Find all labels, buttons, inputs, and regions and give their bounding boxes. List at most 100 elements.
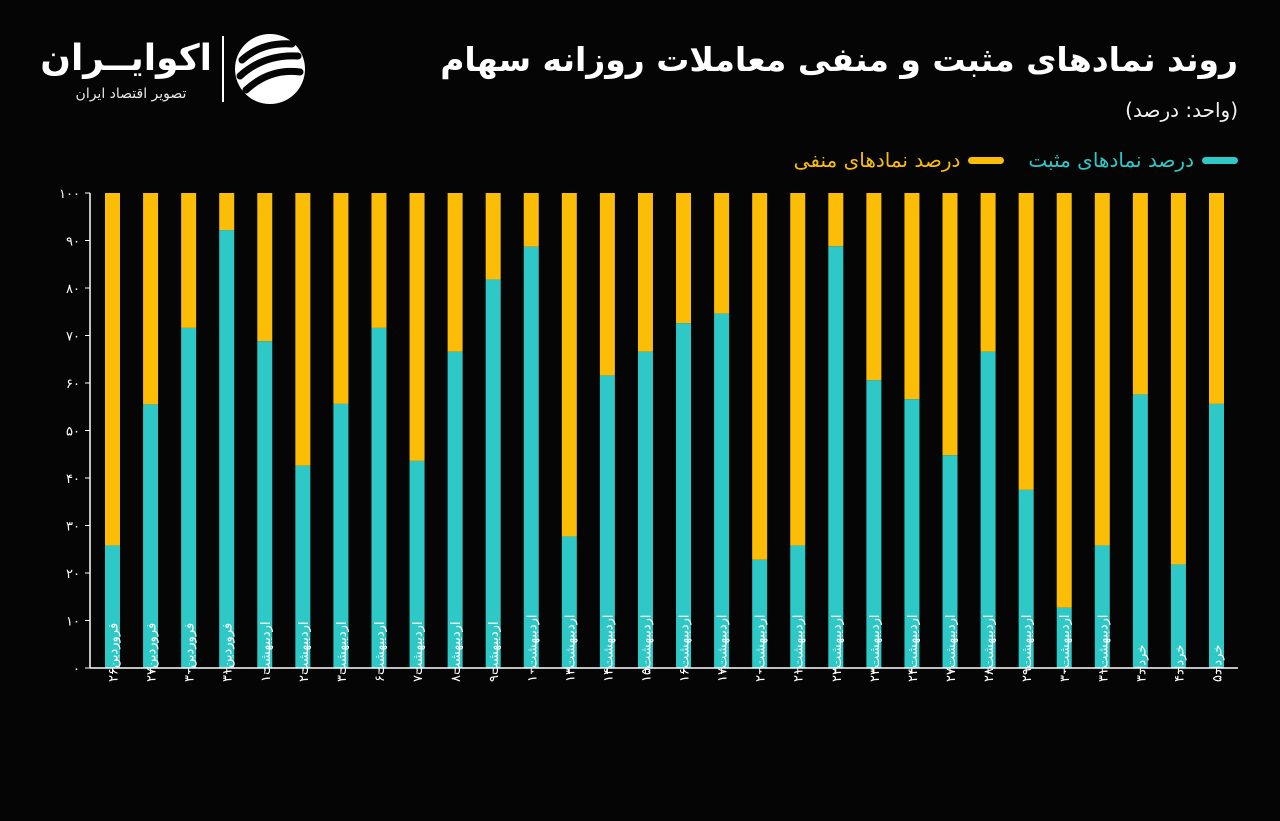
legend-swatch-negative bbox=[968, 156, 1005, 164]
x-tick-label-9: اردیبهشت۸ bbox=[449, 621, 464, 682]
x-tick-label-16: اردیبهشت۱۷ bbox=[716, 614, 731, 682]
x-tick-label-12: اردیبهشت۱۳ bbox=[563, 614, 578, 682]
bar-positive-17 bbox=[752, 559, 768, 668]
bar-negative-7 bbox=[371, 193, 387, 328]
x-tick-label-15: اردیبهشت۱۶ bbox=[678, 614, 693, 682]
x-tick-label-4: اردیبهشت۱ bbox=[259, 621, 274, 682]
logo: اکوایــران تصویر اقتصاد ایران bbox=[40, 30, 310, 110]
x-tick-label-22: اردیبهشت۲۷ bbox=[944, 614, 959, 682]
x-tick-label-0: فروردین۲۶ bbox=[107, 623, 122, 682]
bar-negative-10 bbox=[485, 193, 501, 280]
x-tick-label-14: اردیبهشت۱۵ bbox=[639, 614, 654, 682]
chart-unit: (واحد: درصد) bbox=[1125, 98, 1238, 122]
y-tick-label-3: ۳۰ bbox=[66, 520, 80, 535]
bar-positive-20 bbox=[866, 380, 882, 668]
x-tick-label-17: اردیبهشت۲۰ bbox=[754, 614, 769, 682]
bar-positive-4 bbox=[257, 341, 273, 668]
x-tick-label-5: اردیبهشت۲ bbox=[297, 621, 312, 682]
bar-positive-16 bbox=[714, 313, 730, 668]
x-tick-label-23: اردیبهشت۲۸ bbox=[982, 614, 997, 682]
bar-positive-2 bbox=[181, 327, 197, 668]
bar-negative-16 bbox=[714, 193, 730, 314]
bar-negative-2 bbox=[181, 193, 197, 328]
x-tick-label-13: اردیبهشت۱۴ bbox=[601, 614, 616, 682]
x-tick-label-2: فروردین۳۰ bbox=[183, 623, 198, 682]
logo-name: اکوایــران bbox=[40, 38, 212, 79]
bar-positive-11 bbox=[523, 246, 539, 669]
y-tick-label-6: ۶۰ bbox=[66, 377, 80, 392]
bar-negative-25 bbox=[1056, 193, 1072, 608]
bar-negative-24 bbox=[1018, 193, 1034, 490]
bar-negative-1 bbox=[143, 193, 159, 405]
y-tick-label-5: ۵۰ bbox=[66, 425, 80, 440]
bar-positive-22 bbox=[942, 455, 958, 668]
x-tick-label-1: فروردین۲۷ bbox=[145, 623, 160, 682]
x-tick-label-6: اردیبهشت۳ bbox=[335, 621, 350, 682]
bar-positive-7 bbox=[371, 327, 387, 668]
bar-negative-17 bbox=[752, 193, 768, 560]
bar-negative-9 bbox=[447, 193, 463, 352]
bar-positive-26 bbox=[1094, 545, 1110, 668]
bar-positive-29 bbox=[1209, 403, 1224, 668]
bar-positive-10 bbox=[485, 279, 501, 668]
bar-positive-6 bbox=[333, 403, 349, 668]
x-tick-label-25: اردیبهشت۳۰ bbox=[1058, 614, 1073, 682]
bar-negative-15 bbox=[676, 193, 692, 324]
legend: درصد نمادهای مثبت درصد نمادهای منفی bbox=[794, 148, 1238, 172]
y-tick-label-1: ۱۰ bbox=[66, 615, 80, 630]
bar-positive-14 bbox=[637, 351, 653, 668]
bar-negative-6 bbox=[333, 193, 349, 404]
bar-positive-0 bbox=[105, 545, 120, 668]
bar-negative-13 bbox=[599, 193, 615, 376]
ekoiran-logo-icon bbox=[235, 34, 305, 104]
bar-positive-12 bbox=[561, 536, 577, 668]
y-tick-label-9: ۹۰ bbox=[66, 235, 80, 250]
logo-subtitle: تصویر اقتصاد ایران bbox=[75, 86, 187, 102]
bar-negative-4 bbox=[257, 193, 273, 342]
x-tick-label-18: اردیبهشت۲۱ bbox=[792, 614, 807, 682]
legend-label-negative: درصد نمادهای منفی bbox=[793, 148, 961, 172]
bar-positive-25 bbox=[1056, 607, 1072, 668]
bar-negative-20 bbox=[866, 193, 882, 381]
bar-positive-15 bbox=[676, 323, 692, 668]
legend-item-negative: درصد نمادهای منفی bbox=[794, 148, 1005, 172]
legend-item-positive: درصد نمادهای مثبت bbox=[1028, 148, 1238, 172]
bar-negative-22 bbox=[942, 193, 958, 456]
bar-negative-3 bbox=[219, 193, 235, 231]
bar-positive-27 bbox=[1132, 394, 1148, 668]
y-tick-label-7: ۷۰ bbox=[66, 330, 80, 345]
bar-negative-18 bbox=[790, 193, 806, 546]
bar-negative-19 bbox=[828, 193, 844, 247]
legend-swatch-positive bbox=[1202, 156, 1238, 164]
logo-divider bbox=[222, 36, 224, 102]
bar-positive-13 bbox=[599, 375, 615, 668]
bar-negative-12 bbox=[561, 193, 577, 537]
x-tick-label-26: اردیبهشت۳۱ bbox=[1096, 614, 1111, 682]
y-tick-label-2: ۲۰ bbox=[66, 567, 80, 582]
y-tick-label-8: ۸۰ bbox=[66, 282, 80, 297]
legend-label-positive: درصد نمادهای مثبت bbox=[1028, 148, 1194, 172]
bar-positive-18 bbox=[790, 545, 806, 668]
x-tick-label-8: اردیبهشت۷ bbox=[411, 621, 426, 682]
x-tick-label-29: خرداد۵ bbox=[1211, 645, 1226, 682]
x-tick-label-28: خرداد۴ bbox=[1172, 645, 1187, 682]
x-tick-label-21: اردیبهشت۲۴ bbox=[906, 614, 921, 682]
y-tick-label-4: ۴۰ bbox=[66, 472, 80, 487]
x-tick-label-20: اردیبهشت۲۳ bbox=[868, 614, 883, 682]
bar-negative-5 bbox=[295, 193, 311, 466]
x-tick-label-19: اردیبهشت۲۲ bbox=[830, 614, 845, 682]
bar-negative-23 bbox=[980, 193, 996, 352]
bar-positive-5 bbox=[295, 465, 311, 668]
bar-positive-23 bbox=[980, 351, 996, 668]
bar-positive-1 bbox=[143, 404, 159, 668]
bar-positive-19 bbox=[828, 246, 844, 668]
chart-title: روند نمادهای مثبت و منفی معاملات روزانه … bbox=[440, 40, 1238, 79]
bar-negative-21 bbox=[904, 193, 920, 400]
x-tick-label-27: خرداد۳ bbox=[1134, 645, 1149, 682]
bar-negative-26 bbox=[1094, 193, 1110, 546]
x-tick-label-3: فروردین۳۱ bbox=[221, 623, 236, 682]
bar-positive-3 bbox=[219, 230, 235, 669]
bar-positive-24 bbox=[1018, 489, 1034, 668]
bar-negative-28 bbox=[1170, 193, 1186, 565]
